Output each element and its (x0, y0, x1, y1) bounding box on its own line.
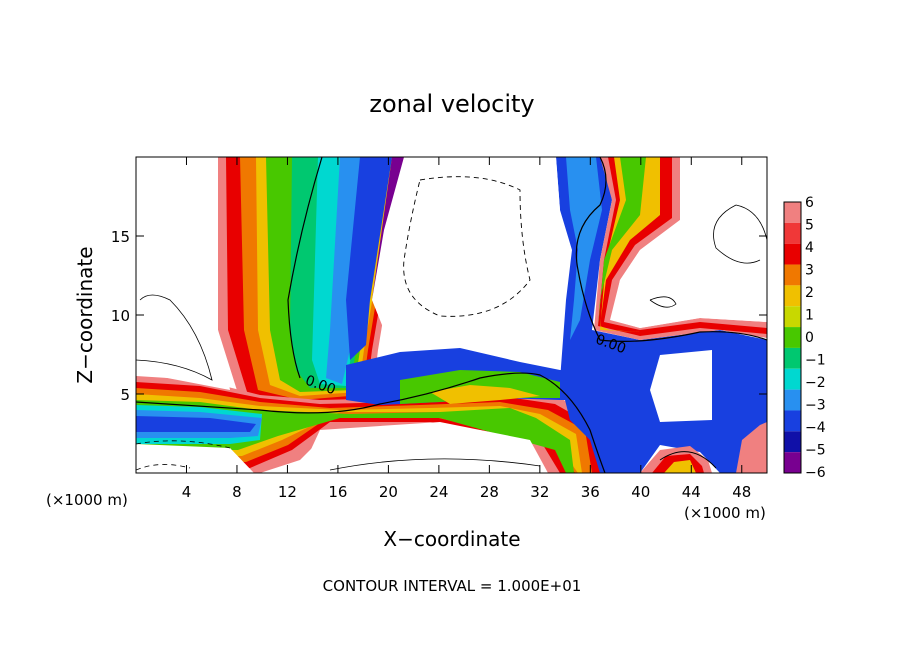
colorbar-label: −5 (805, 443, 826, 459)
colorbar-swatch (784, 327, 801, 348)
colorbar-swatch (784, 410, 801, 432)
x-tick-label: 8 (232, 483, 242, 501)
x-tick-label: 20 (379, 483, 398, 501)
colorbar-label: 6 (805, 195, 814, 211)
colorbar-swatch (784, 368, 801, 390)
colorbar-swatch (784, 431, 801, 453)
x-unit-left: (×1000 m) (46, 491, 128, 509)
x-tick-label: 28 (480, 483, 499, 501)
x-axis-label: X−coordinate (383, 527, 520, 551)
colorbar-label: −4 (805, 420, 826, 436)
colorbar-label: 1 (805, 308, 814, 324)
colorbar-label: 5 (805, 218, 814, 234)
colorbar-swatch (784, 243, 801, 265)
colorbar-label: −3 (805, 398, 826, 414)
colorbar: 6 5 4 3 2 1 0 −1 −2 −3 −4 −5 −6 (783, 195, 826, 481)
velocity-field (136, 157, 767, 473)
y-tick-label: 5 (120, 386, 130, 404)
contour-interval-note: CONTOUR INTERVAL = 1.000E+01 (323, 577, 582, 595)
x-tick-label: 40 (631, 483, 650, 501)
x-tick-label: 44 (682, 483, 701, 501)
x-tick-label: 12 (278, 483, 297, 501)
x-tick-label: 32 (530, 483, 549, 501)
colorbar-swatch (784, 222, 801, 244)
colorbar-swatch (784, 389, 801, 411)
colorbar-swatch (784, 306, 801, 328)
x-tick-label: 4 (182, 483, 192, 501)
y-tick-label: 15 (111, 228, 130, 246)
colorbar-label: 2 (805, 285, 814, 301)
y-axis: 5 10 15 (111, 228, 767, 404)
colorbar-label: −6 (805, 465, 826, 481)
colorbar-frame (783, 201, 802, 474)
chart-title: zonal velocity (369, 90, 534, 118)
y-axis-label: Z−coordinate (73, 246, 97, 383)
colorbar-label: 4 (805, 240, 814, 256)
x-axis: 4 8 12 16 20 24 28 32 36 40 44 48 (182, 157, 751, 501)
colorbar-label: 0 (805, 330, 814, 346)
colorbar-swatch (784, 285, 801, 307)
colorbar-swatch (784, 202, 801, 223)
colorbar-swatch (784, 264, 801, 286)
colorbar-label: 3 (805, 263, 814, 279)
colorbar-label: −1 (805, 353, 826, 369)
x-tick-label: 36 (581, 483, 600, 501)
x-unit-right: (×1000 m) (684, 504, 766, 522)
x-tick-label: 16 (328, 483, 347, 501)
x-tick-label: 48 (732, 483, 751, 501)
y-tick-label: 10 (111, 307, 130, 325)
x-tick-label: 24 (429, 483, 448, 501)
colorbar-swatch (784, 452, 801, 473)
colorbar-swatch (784, 347, 801, 369)
colorbar-label: −2 (805, 375, 826, 391)
